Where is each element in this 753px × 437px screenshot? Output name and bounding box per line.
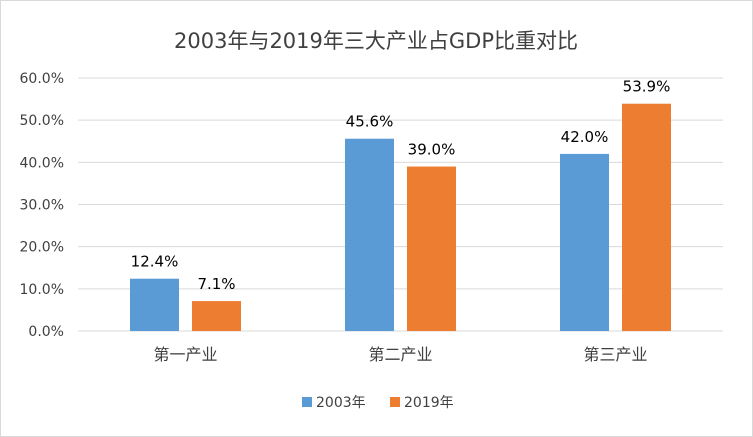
data-label: 39.0% [408,141,456,159]
bar-2003年-第二产业 [345,138,394,331]
y-tick-label: 10.0% [20,282,64,298]
bar-2019年-第一产业 [192,301,241,331]
y-tick-label: 30.0% [20,198,64,214]
data-label: 7.1% [197,275,235,293]
legend-swatch [390,397,400,407]
bar-2003年-第三产业 [560,153,609,331]
y-tick-label: 50.0% [20,113,64,129]
data-label: 42.0% [561,128,609,146]
bar-2019年-第三产业 [622,103,671,331]
x-tick-label: 第二产业 [368,345,432,364]
data-label: 12.4% [131,253,179,271]
y-tick-label: 20.0% [20,240,64,256]
legend-label: 2003年 [316,395,366,411]
x-tick-label: 第三产业 [583,345,647,364]
bar-2019年-第二产业 [407,166,456,331]
legend-swatch [302,397,312,407]
x-tick-label: 第一产业 [153,345,217,364]
y-tick-label: 0.0% [28,324,64,340]
data-label: 45.6% [346,113,394,131]
chart-title: 2003年与2019年三大产业占GDP比重对比 [174,29,578,53]
data-label: 53.9% [623,78,671,96]
bar-2003年-第一产业 [130,278,179,331]
y-tick-label: 60.0% [20,71,64,87]
y-tick-label: 40.0% [20,155,64,171]
legend-label: 2019年 [404,395,454,411]
